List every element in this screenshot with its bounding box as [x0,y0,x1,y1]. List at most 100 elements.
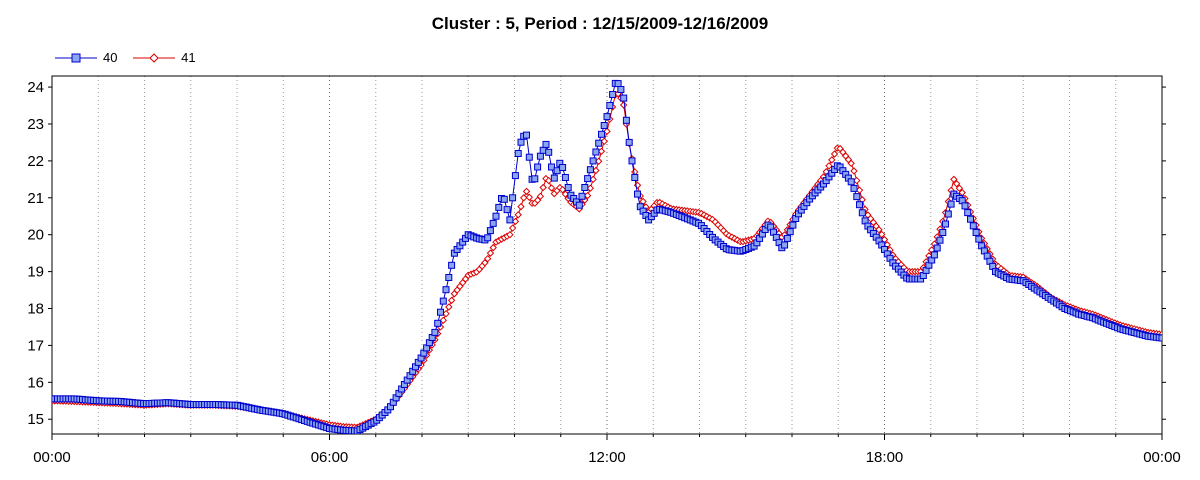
y-tick-label: 18 [27,301,44,318]
data-point-40 [486,227,494,235]
x-tick-label: 12:00 [588,449,626,466]
data-point-41 [586,184,595,192]
data-point-41 [828,156,836,164]
data-point-41 [539,183,547,192]
data-point-40 [850,184,858,192]
data-point-41 [517,202,525,211]
data-point-41 [619,101,628,109]
legend-swatch-40 [55,53,97,62]
data-point-40 [495,203,503,211]
data-point-41 [847,159,855,168]
data-point-40 [439,297,447,305]
data-point-41 [511,217,520,226]
data-point-40 [634,190,641,198]
data-point-40 [581,184,589,191]
data-point-41 [533,196,542,204]
data-point-40 [586,166,594,174]
data-point-40 [617,86,625,93]
y-tick-label: 20 [27,227,44,244]
data-point-41 [547,184,556,192]
data-point-40 [534,163,542,171]
data-point-41 [486,249,495,257]
series-line-40 [52,82,1162,432]
data-point-40 [614,80,622,88]
data-point-40 [631,174,639,181]
series-40 [52,79,1162,434]
data-point-40 [542,140,550,148]
data-point-41 [439,316,447,325]
data-point-41 [594,157,603,165]
data-point-40 [489,219,497,227]
data-point-40 [961,202,969,210]
data-point-41 [955,184,964,192]
data-point-40 [947,200,955,208]
data-point-40 [564,184,572,191]
data-point-40 [595,139,603,147]
data-point-41 [950,175,958,184]
data-point-40 [437,308,444,316]
data-point-41 [850,167,858,175]
data-point-40 [606,102,614,109]
data-point-40 [944,210,952,218]
data-point-40 [622,116,630,124]
data-point-40 [609,91,617,98]
data-point-41 [483,254,492,263]
data-point-40 [628,157,636,165]
x-tick-label: 06:00 [311,449,349,466]
data-point-40 [575,201,583,209]
data-point-41 [600,137,608,146]
y-tick-label: 15 [27,411,44,428]
data-point-40 [503,206,511,214]
data-point-41 [952,180,961,188]
data-point-40 [858,209,866,217]
data-point-40 [592,148,600,156]
data-point-40 [856,201,863,209]
y-tick-label: 22 [27,153,44,170]
data-point-40 [431,328,439,336]
data-point-41 [583,191,592,200]
data-point-41 [522,187,531,196]
data-point-41 [561,190,570,198]
data-point-40 [786,228,794,236]
y-tick-label: 16 [27,374,44,391]
data-point-41 [536,192,545,201]
data-point-41 [481,259,489,267]
legend-label-41: 41 [181,50,196,65]
data-point-40 [434,319,442,327]
data-point-40 [548,163,555,171]
data-point-40 [509,194,517,202]
data-point-40 [506,216,514,224]
y-tick-label: 21 [27,190,44,207]
data-point-40 [1158,334,1162,342]
data-point-40 [523,131,530,139]
data-point-40 [783,234,791,242]
y-tick-label: 24 [27,79,44,96]
data-point-41 [603,127,611,136]
data-point-40 [942,220,949,228]
data-point-40 [847,178,855,186]
data-point-40 [600,122,608,129]
data-point-40 [550,174,558,182]
data-point-40 [975,235,983,243]
data-point-40 [442,286,450,294]
legend: 40 41 [55,50,208,66]
data-point-41 [514,211,522,219]
data-point-41 [525,193,534,202]
y-tick-label: 23 [27,116,44,133]
data-point-40 [939,229,947,236]
data-point-40 [578,192,586,200]
data-point-41 [825,162,833,170]
data-point-41 [442,309,450,318]
data-point-40 [484,234,492,242]
data-point-41 [875,226,883,234]
data-point-40 [967,215,974,223]
data-point-40 [514,150,522,157]
data-point-40 [598,130,605,138]
data-point-40 [781,241,789,249]
data-point-41 [506,230,514,239]
data-point-41 [445,303,453,311]
x-tick-label: 18:00 [866,449,904,466]
data-point-40 [620,94,628,102]
data-point-40 [448,261,456,269]
